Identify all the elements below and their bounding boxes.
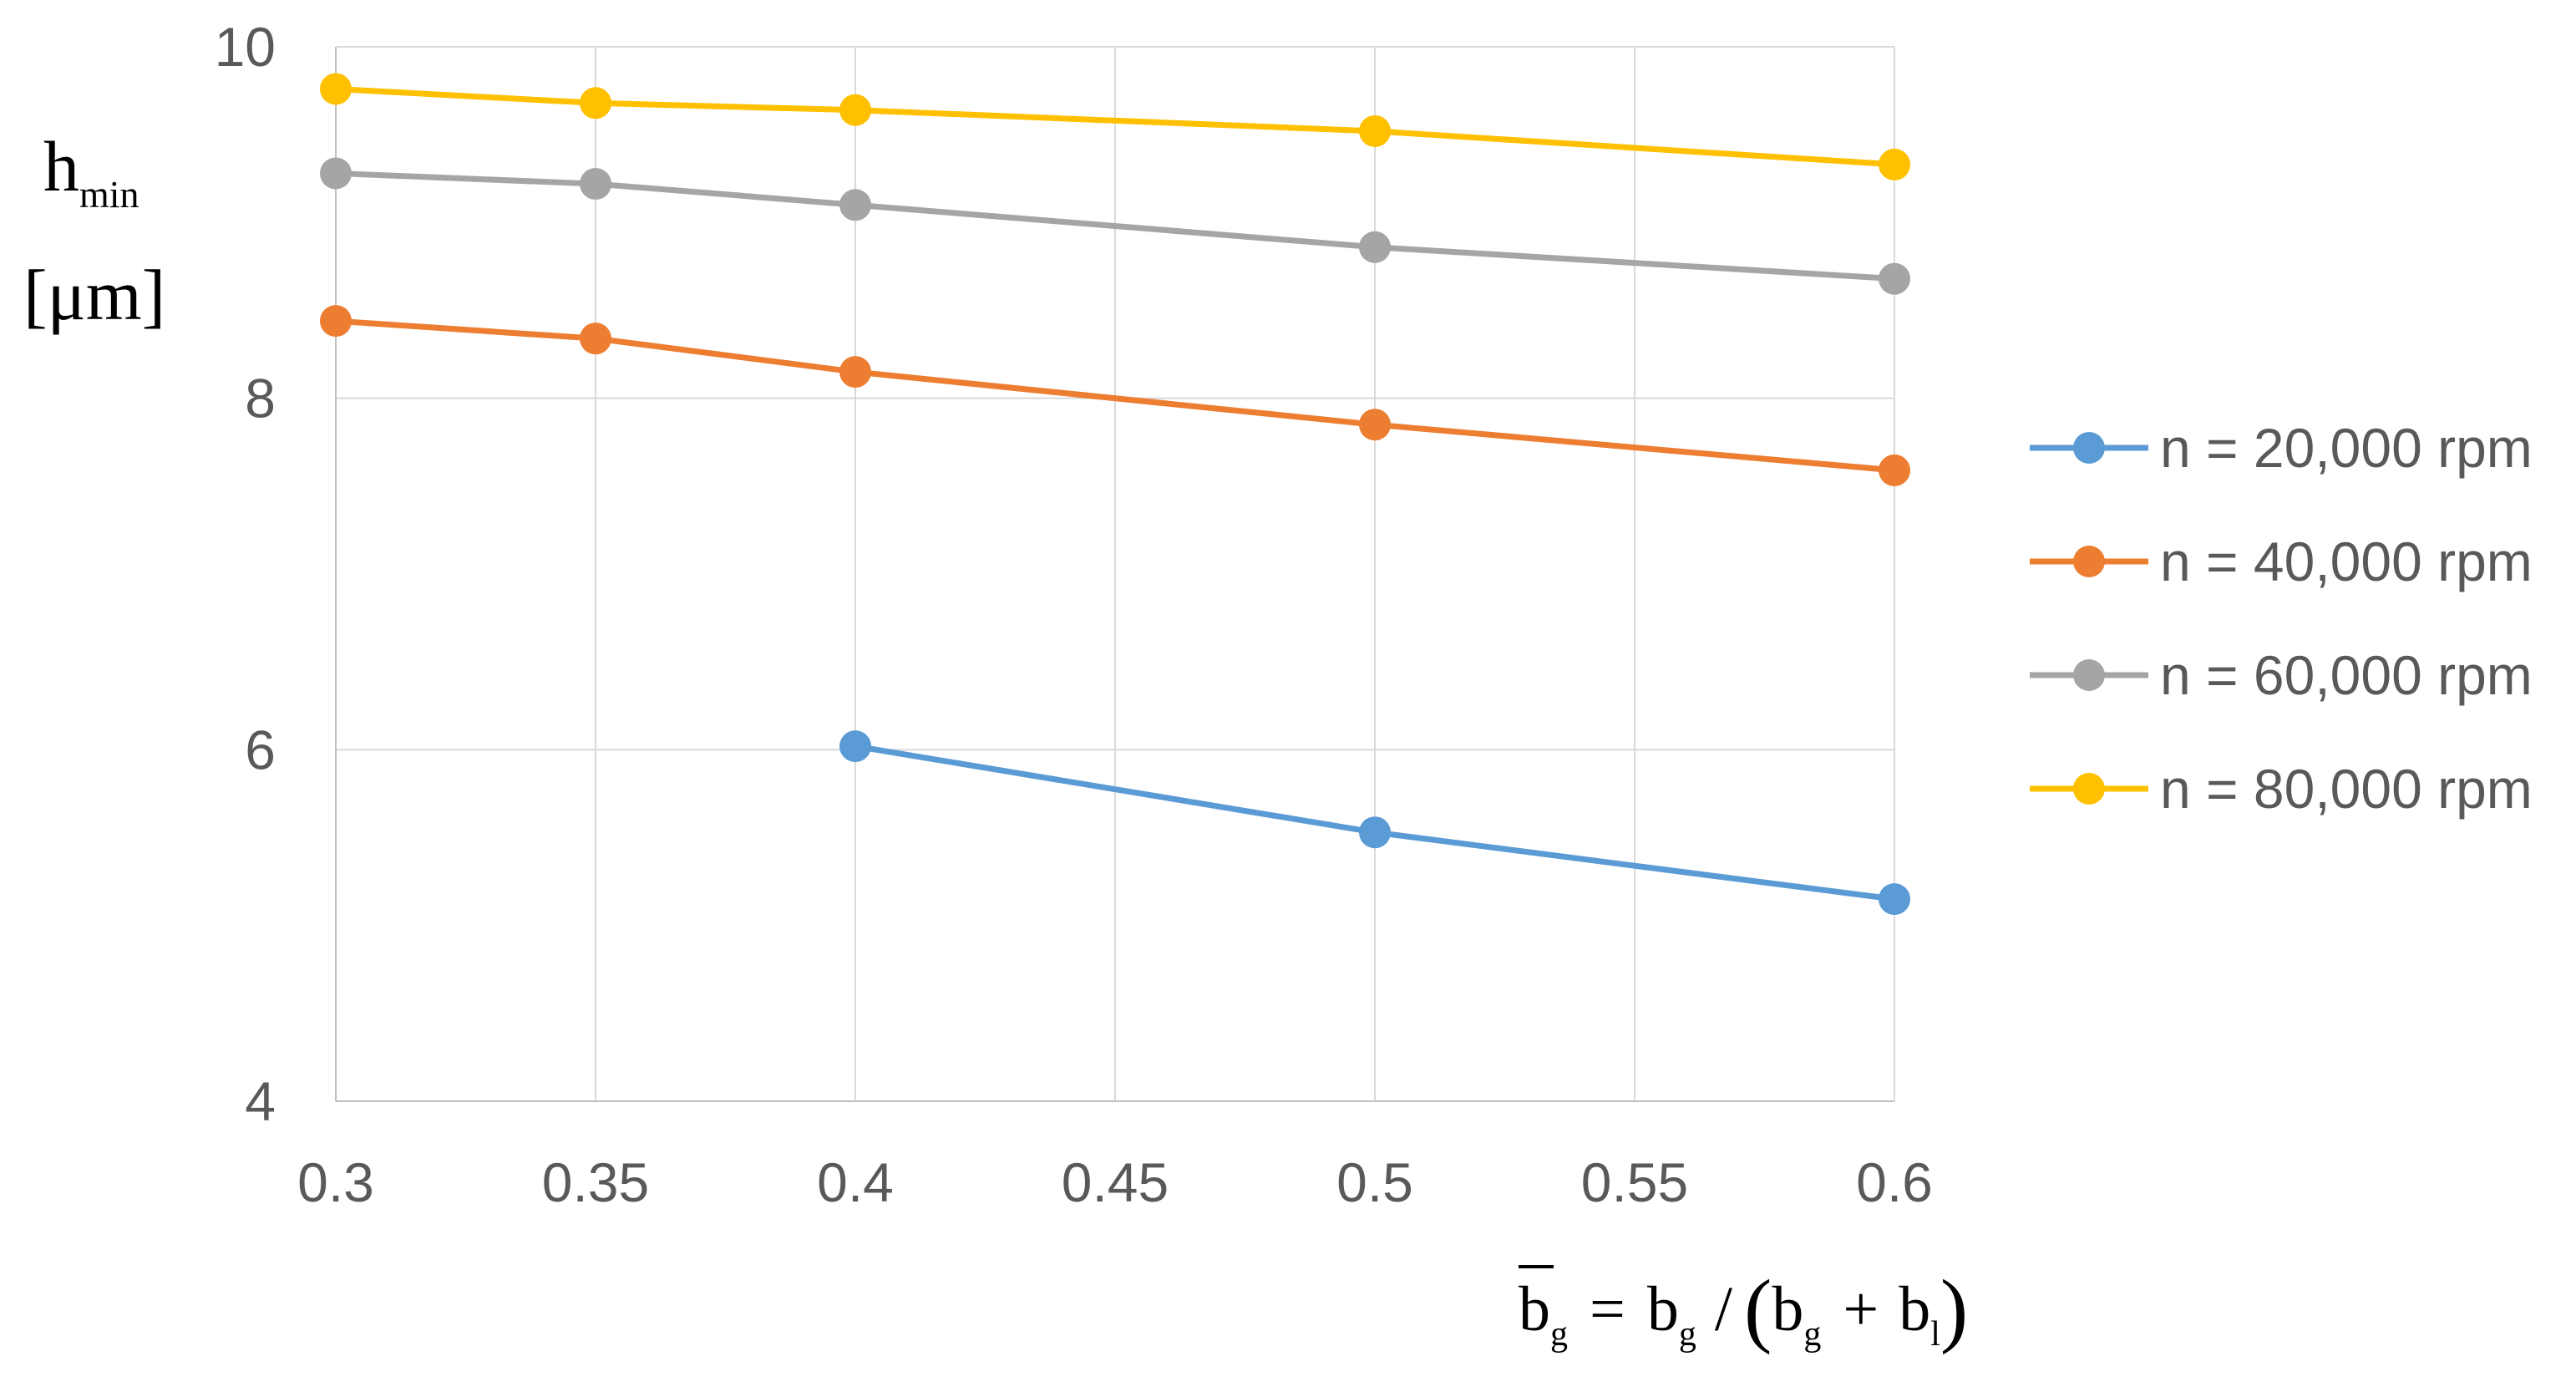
legend-marker [2073, 773, 2105, 805]
data-point [839, 356, 871, 389]
x-axis-label-close-paren: ) [1940, 1262, 1968, 1355]
legend-label: n = 40,000 rpm [2160, 531, 2533, 592]
legend-item: n = 40,000 rpm [2030, 531, 2533, 592]
x-axis-label: bg = bg / (bg + bl) [1519, 1262, 1968, 1355]
x-axis-label-den2-symbol: b [1899, 1274, 1930, 1344]
x-tick-label: 0.55 [1581, 1151, 1688, 1213]
data-point [839, 94, 871, 126]
series-2 [320, 305, 1910, 486]
x-axis-label-open-paren: ( [1744, 1262, 1772, 1355]
tick-labels: 0.3 0.35 0.4 0.45 0.5 0.55 0.6 4 6 8 10 [215, 16, 1933, 1213]
data-point [1879, 883, 1910, 916]
x-axis-label-rhs-symbol: b [1647, 1274, 1679, 1344]
legend-label: n = 60,000 rpm [2160, 644, 2533, 706]
x-tick-label: 0.6 [1856, 1151, 1933, 1213]
x-tick-label: 0.35 [542, 1151, 649, 1213]
x-axis-label-equals: = [1590, 1274, 1625, 1344]
series-1 [839, 730, 1910, 916]
series-4 [320, 73, 1910, 180]
svg-text:hmin: hmin [43, 126, 139, 216]
legend-item: n = 80,000 rpm [2030, 758, 2533, 820]
data-point [320, 157, 352, 190]
y-tick-label: 8 [245, 368, 276, 429]
legend-marker [2073, 432, 2105, 464]
x-axis-label-subscript: g [1550, 1315, 1568, 1354]
data-point [320, 73, 352, 105]
legend-marker [2073, 546, 2105, 577]
legend: n = 20,000 rpm n = 40,000 rpm n = 60,000 r… [2030, 417, 2533, 820]
data-point [1359, 114, 1391, 147]
data-point [1879, 148, 1910, 180]
x-axis-label-den1-symbol: b [1772, 1274, 1803, 1344]
x-axis-label-rhs-subscript: g [1679, 1315, 1696, 1354]
x-axis-label-symbol: b [1519, 1274, 1550, 1344]
data-point [1879, 454, 1910, 486]
y-tick-label: 6 [245, 719, 276, 780]
x-axis-label-den1-subscript: g [1803, 1315, 1821, 1354]
data-point [580, 323, 611, 355]
legend-item: n = 20,000 rpm [2030, 417, 2533, 479]
legend-label: n = 20,000 rpm [2160, 417, 2533, 479]
series-3 [320, 157, 1910, 295]
data-point [1359, 816, 1391, 849]
y-axis-label: hmin [μm] [23, 126, 165, 335]
series-lines [320, 73, 1910, 916]
x-tick-label: 0.45 [1062, 1151, 1169, 1213]
y-axis-label-unit: [μm] [23, 255, 165, 335]
axes [335, 47, 1894, 1102]
x-tick-label: 0.3 [297, 1151, 374, 1213]
data-point [1359, 409, 1391, 441]
data-point [580, 168, 611, 201]
data-point [1879, 262, 1910, 295]
x-axis-label-den2-subscript: l [1930, 1315, 1940, 1354]
svg-text:bg=bg/(bg+bl): bg = bg / (bg + bl) [1519, 1262, 1968, 1355]
y-tick-label: 4 [245, 1070, 276, 1132]
x-tick-label: 0.4 [817, 1151, 894, 1213]
data-point [839, 189, 871, 221]
x-axis-label-slash: / [1715, 1274, 1733, 1344]
data-point [1359, 231, 1391, 263]
y-axis-label-symbol: h [43, 126, 79, 206]
data-point [580, 87, 611, 119]
y-tick-label: 10 [215, 16, 276, 78]
legend-marker [2073, 659, 2105, 691]
x-tick-label: 0.5 [1336, 1151, 1413, 1213]
x-axis-label-plus: + [1843, 1274, 1879, 1344]
data-point [320, 305, 352, 338]
data-point [839, 730, 871, 763]
y-axis-label-subscript: min [79, 173, 139, 216]
legend-label: n = 80,000 rpm [2160, 758, 2533, 820]
legend-item: n = 60,000 rpm [2030, 644, 2533, 706]
